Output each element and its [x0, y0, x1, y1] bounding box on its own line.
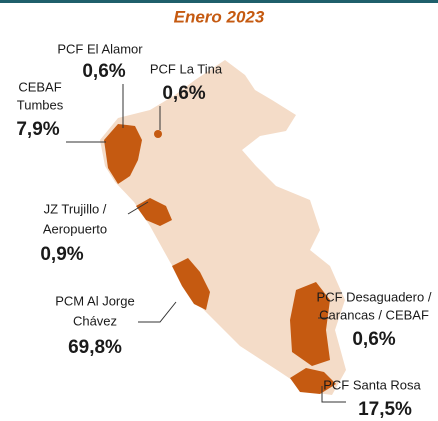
region [136, 198, 172, 226]
region [290, 368, 336, 394]
region-name: Carancas / CEBAF [319, 307, 429, 322]
connector [321, 386, 346, 403]
country-outline [100, 60, 346, 395]
region-name: PCF El Alamor [57, 41, 143, 56]
region-name: CEBAF [18, 79, 61, 94]
connector [127, 201, 149, 215]
region [172, 258, 210, 310]
region-value: 0,6% [352, 329, 395, 350]
region-name: PCM Al Jorge [55, 293, 134, 308]
region [154, 130, 162, 138]
map-title: Enero 2023 [174, 7, 265, 26]
region-value: 0,6% [162, 83, 205, 104]
region [104, 124, 142, 184]
region-name: PCF La Tina [150, 61, 223, 76]
connector [138, 301, 177, 323]
top-rule [0, 0, 438, 3]
region [290, 282, 330, 366]
region-name: Aeropuerto [43, 221, 107, 236]
region-value: 0,9% [40, 244, 83, 265]
region-name: Tumbes [17, 97, 64, 112]
region-name: JZ Trujillo / [44, 201, 107, 216]
region-value: 7,9% [16, 119, 59, 140]
region-name: PCF Santa Rosa [323, 377, 421, 392]
region-value: 17,5% [358, 399, 412, 420]
region-value: 69,8% [68, 337, 122, 358]
region-name: PCF Desaguadero / [317, 289, 432, 304]
region-name: Chávez [73, 313, 117, 328]
region-value: 0,6% [82, 61, 125, 82]
